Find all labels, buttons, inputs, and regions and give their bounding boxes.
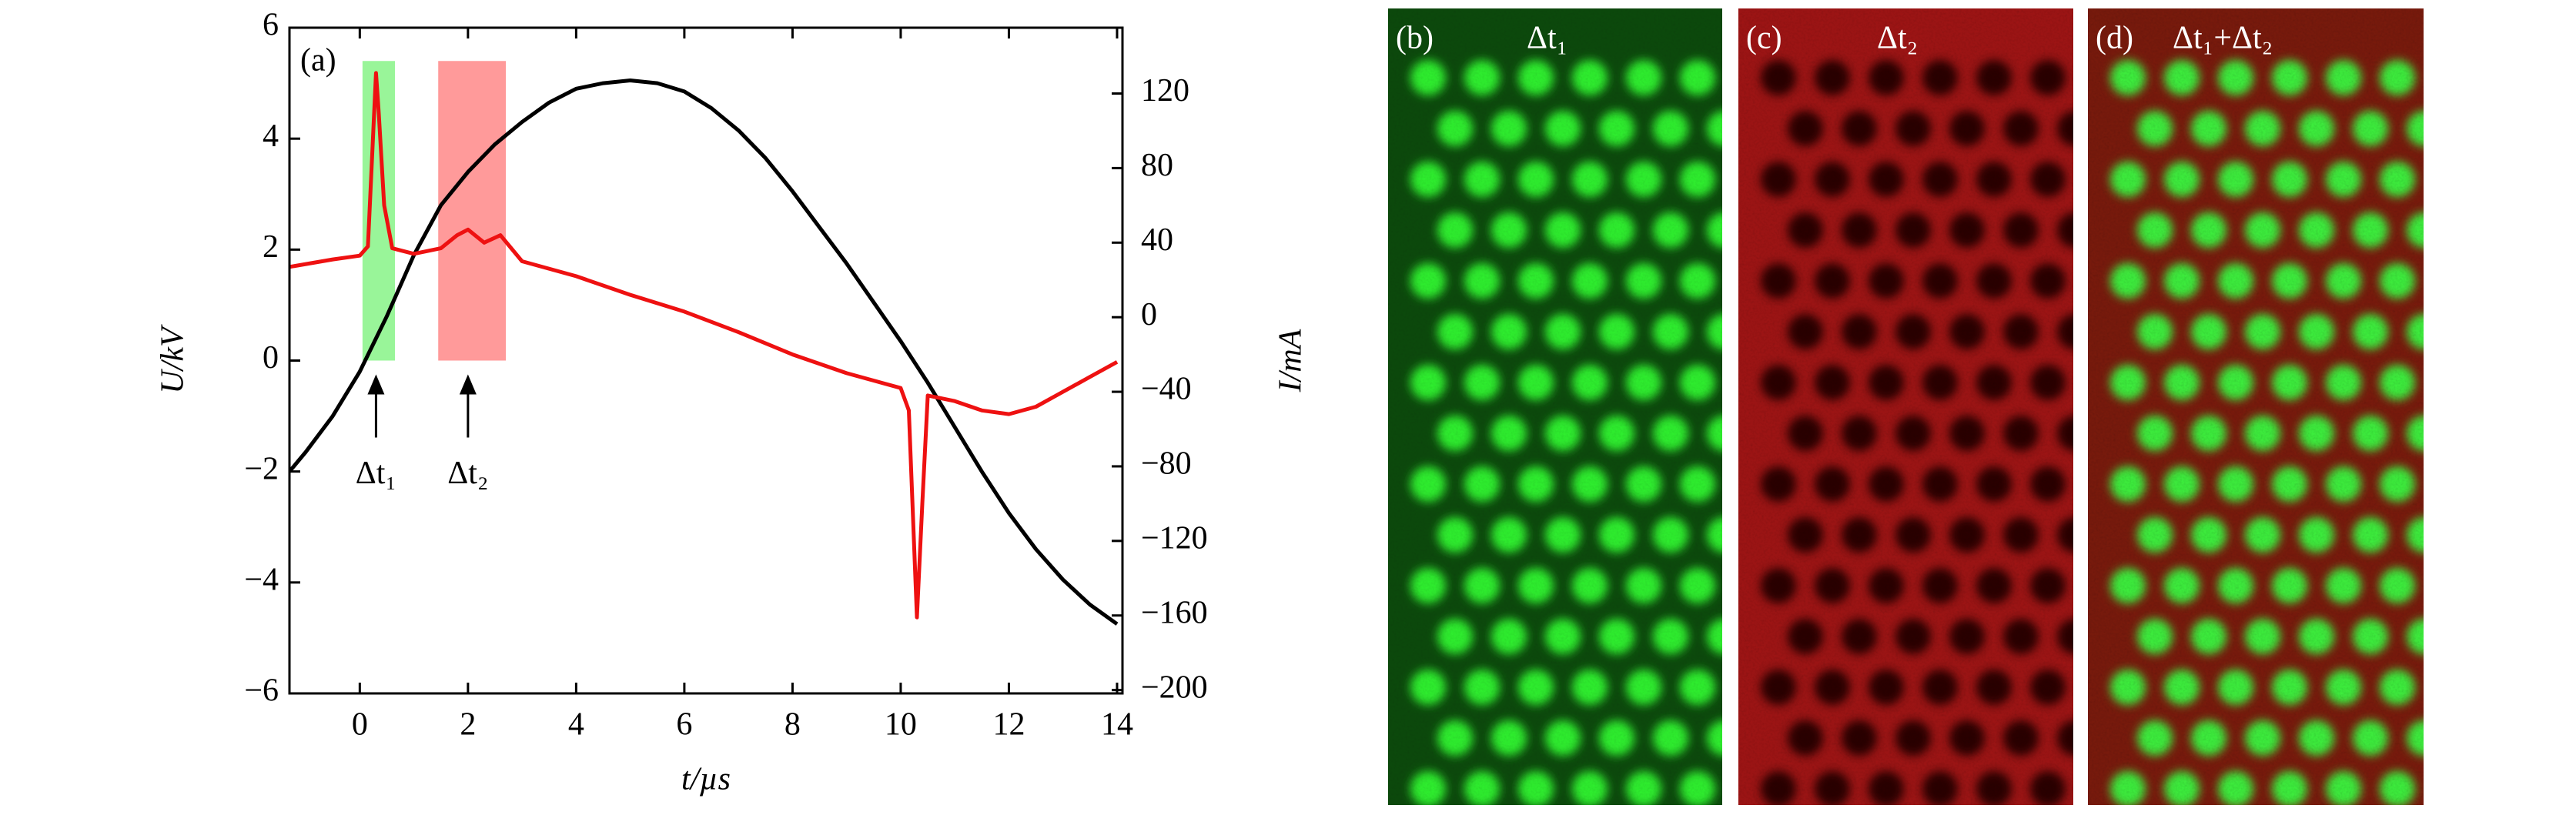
- x-tick-label: 2: [460, 707, 476, 743]
- dot: [2434, 263, 2469, 299]
- dot: [2434, 568, 2469, 603]
- y2-tick-label: 120: [1141, 73, 1189, 109]
- series-line: [289, 78, 1119, 626]
- image-label: (d): [2096, 21, 2133, 56]
- x-tick-label: 12: [992, 707, 1025, 743]
- x-tick-label: 8: [785, 707, 801, 743]
- y-tick-label: −4: [244, 562, 279, 597]
- y2-tick-label: 80: [1141, 148, 1173, 183]
- y2-tick-label: −120: [1141, 520, 1208, 556]
- image-panel: (d) Δt₁+Δt₂: [2088, 8, 2496, 807]
- chart-a: 0 2 4 6 8 10 12 14 −6 −4 −2 0 2 4 6 −200 −160 −120 −80 −40 0…: [156, 8, 1309, 797]
- x-tick-label: 10: [885, 707, 917, 743]
- dot: [2434, 771, 2469, 807]
- image-noise: [2088, 8, 2424, 805]
- y-tick-label: 4: [263, 119, 279, 154]
- y2-tick-label: 40: [1141, 222, 1173, 258]
- y-tick-label: 0: [263, 340, 279, 376]
- y2-axis-label: I/mA: [1273, 329, 1309, 392]
- dot: [2434, 60, 2469, 95]
- y-tick-label: 6: [263, 8, 279, 43]
- dot: [2461, 517, 2496, 553]
- dot: [2434, 365, 2469, 400]
- image-title: Δt₁+Δt₂: [2173, 21, 2273, 56]
- image-panel: (b) Δt₁: [1388, 8, 1722, 805]
- dot: [2434, 466, 2469, 502]
- annotation-label: Δt₂: [447, 456, 488, 491]
- dot: [2461, 212, 2496, 248]
- image-noise: [1388, 8, 1722, 805]
- image-panel: (c) Δt₂: [1738, 8, 2073, 805]
- image-title: Δt₂: [1877, 21, 1918, 56]
- y-tick-label: 2: [263, 229, 279, 265]
- y2-tick-label: −160: [1141, 595, 1208, 630]
- y-tick-label: −6: [244, 673, 279, 709]
- dot: [2461, 314, 2496, 349]
- dot: [2461, 111, 2496, 146]
- x-tick-label: 4: [568, 707, 584, 743]
- x-axis-label: t/µs: [681, 762, 731, 797]
- series-line: [289, 71, 1119, 620]
- x-tick-label: 6: [676, 707, 692, 743]
- dot: [2461, 619, 2496, 654]
- image-label: (b): [1396, 21, 1434, 56]
- arrow-head: [459, 374, 477, 395]
- dot: [2434, 162, 2469, 197]
- image-panels: (b) Δt₁ (c) Δt₂ (d) Δt₁+Δt₂: [1388, 8, 2496, 807]
- x-tick-label: 0: [352, 707, 368, 743]
- x-tick-label: 14: [1101, 707, 1133, 743]
- arrow-head: [367, 374, 385, 395]
- dot: [2461, 416, 2496, 451]
- image-title: Δt₁: [1527, 21, 1567, 56]
- dot: [2434, 670, 2469, 705]
- y2-tick-label: −200: [1141, 670, 1208, 705]
- annotation-label: Δt₁: [356, 456, 396, 491]
- y-axis-label: U/kV: [156, 324, 191, 394]
- y2-tick-label: −40: [1141, 372, 1192, 407]
- plot-frame: [288, 26, 1124, 695]
- dot: [2461, 720, 2496, 756]
- panel-label: (a): [300, 43, 336, 78]
- y2-tick-label: 0: [1141, 297, 1157, 332]
- image-label: (c): [1746, 21, 1782, 56]
- highlight-span: [438, 61, 507, 361]
- y-tick-label: −2: [244, 451, 279, 486]
- y2-tick-label: −80: [1141, 446, 1192, 482]
- image-noise: [1738, 8, 2073, 805]
